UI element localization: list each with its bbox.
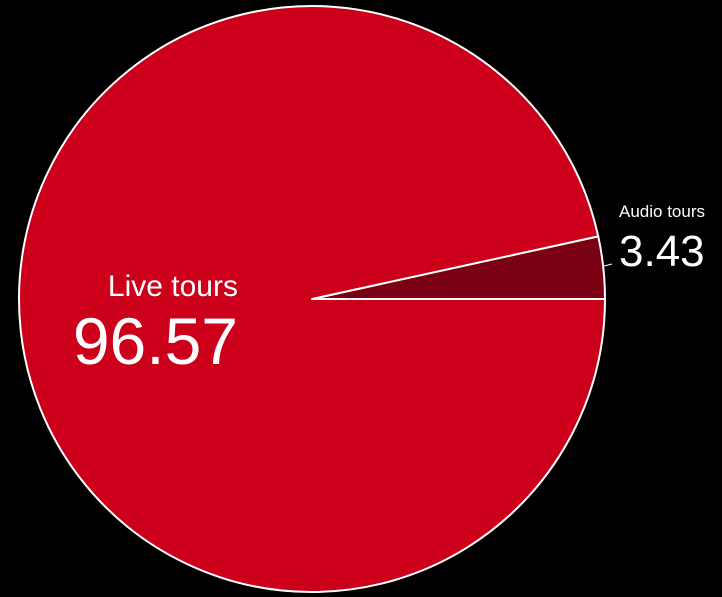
slice-label-live-tours: Live tours	[108, 270, 238, 303]
slice-value-audio-tours: 3.43	[619, 227, 705, 276]
pie-slice-live-tours	[18, 5, 606, 593]
pie-slices	[18, 5, 606, 593]
leader-line-audio-tours	[603, 263, 613, 267]
slice-value-live-tours: 96.57	[73, 304, 238, 378]
slice-label-audio-tours: Audio tours	[619, 202, 705, 221]
